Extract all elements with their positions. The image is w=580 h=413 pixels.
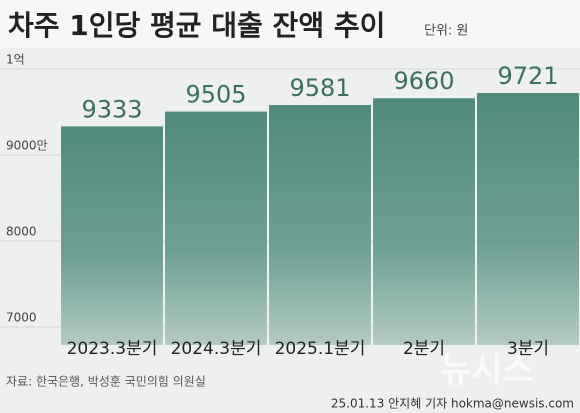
x-tick-label: 3분기	[507, 339, 549, 359]
x-tick-label: 2분기	[403, 339, 445, 359]
y-tick-label: 1억	[6, 53, 25, 67]
credit: 25.01.13 안지혜 기자 hokma@newsis.com	[331, 397, 574, 411]
bar	[165, 111, 267, 345]
bar	[477, 92, 579, 345]
y-tick-label: 8000	[6, 225, 37, 239]
bar	[61, 126, 163, 345]
bar	[269, 105, 371, 345]
x-tick-label: 2023.3분기	[67, 339, 158, 359]
value-label: 9581	[289, 74, 350, 102]
value-label: 9721	[497, 62, 558, 90]
unit-label: 단위: 원	[424, 24, 468, 39]
bar	[373, 98, 475, 346]
x-tick-label: 2024.3분기	[171, 339, 262, 359]
chart-title: 차주 1인당 평균 대출 잔액 추이	[8, 9, 385, 42]
value-label: 9333	[81, 95, 142, 123]
source: 자료: 한국은행, 박성훈 국민의힘 의원실	[6, 374, 206, 389]
value-label: 9505	[185, 81, 246, 109]
y-tick-label: 9000만	[6, 139, 48, 153]
watermark: 뉴시스	[440, 351, 534, 391]
value-label: 9660	[393, 67, 454, 95]
x-tick-label: 2025.1분기	[275, 339, 366, 359]
title-band	[0, 0, 580, 48]
y-tick-label: 7000	[6, 311, 37, 325]
